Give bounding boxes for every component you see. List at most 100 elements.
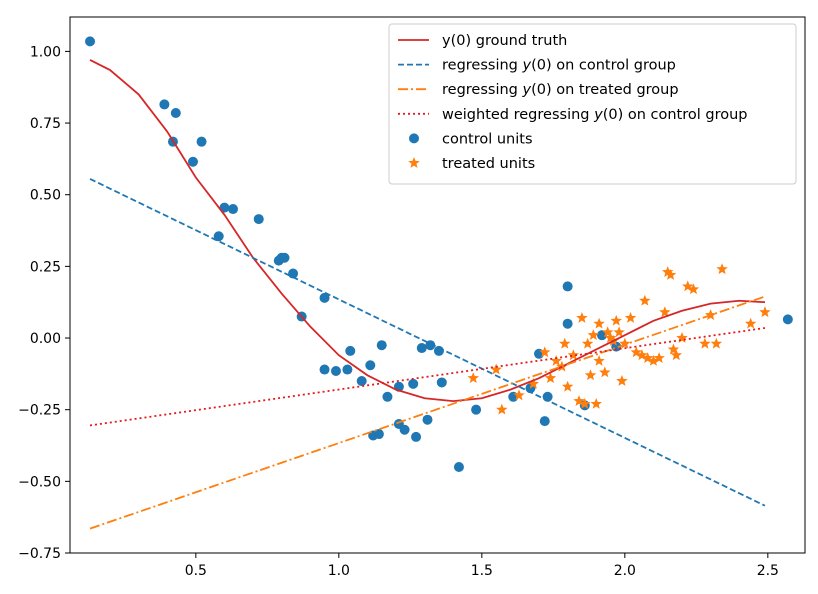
control-point xyxy=(159,99,170,110)
treated-point xyxy=(539,346,551,358)
control-point xyxy=(196,136,207,147)
y-tick-label: −0.25 xyxy=(18,403,61,419)
legend-label: regressing y(0) on treated group xyxy=(442,82,679,98)
legend-swatch xyxy=(409,133,419,144)
legend-label-suffix: (0) on treated group xyxy=(531,82,679,98)
treated-point xyxy=(490,363,502,375)
control-point xyxy=(408,378,419,389)
treated-point xyxy=(590,397,602,409)
control-point xyxy=(288,268,299,279)
control-point xyxy=(382,391,393,402)
treated-point xyxy=(527,377,540,389)
control-point xyxy=(562,281,573,292)
legend-entry: regressing y(0) on treated group xyxy=(398,82,679,98)
control-point xyxy=(228,204,239,215)
treated-point xyxy=(587,329,600,341)
treated-point xyxy=(579,397,591,409)
legend-label-text: weighted regressing xyxy=(442,107,594,123)
legend-label-suffix: (0) on control group xyxy=(531,58,676,74)
treated-point xyxy=(636,349,648,361)
control-point xyxy=(425,340,436,351)
control-point xyxy=(345,345,356,356)
series-line-1 xyxy=(89,178,766,507)
control-point xyxy=(411,431,422,442)
legend-label-text: regressing xyxy=(442,82,522,98)
treated-point xyxy=(593,317,605,329)
control-point xyxy=(539,416,550,427)
treated-point xyxy=(619,337,631,349)
legend-label-text: regressing xyxy=(442,58,522,74)
treated-point xyxy=(576,311,588,323)
treated-point xyxy=(601,326,614,338)
control-point xyxy=(436,377,447,388)
control-point xyxy=(373,429,384,440)
control-point xyxy=(422,414,433,425)
treated-point xyxy=(642,352,654,363)
x-tick-label: 2.0 xyxy=(614,563,636,579)
treated-point xyxy=(550,354,562,366)
y-tick-label: 1.00 xyxy=(30,44,61,60)
treated-point xyxy=(513,389,525,401)
treated-point xyxy=(682,280,694,292)
axes-layer: 0.5 1.0 1.5 2.0 2.5 −0.75 −0.50 −0.25 0.00 0.25 0.… xyxy=(18,44,779,579)
control-point xyxy=(596,330,607,341)
x-tick-label: 0.5 xyxy=(185,563,207,579)
treated-point xyxy=(630,346,642,358)
x-tick-label: 2.5 xyxy=(757,563,779,579)
control-point xyxy=(330,365,341,376)
treated-point xyxy=(716,263,728,275)
treated-point xyxy=(581,337,594,349)
treated-point xyxy=(613,326,625,338)
treated-point xyxy=(593,354,605,366)
series-line-2 xyxy=(89,295,766,530)
treated-point xyxy=(544,372,557,384)
control-point xyxy=(279,252,290,263)
control-point xyxy=(85,36,96,47)
control-point xyxy=(453,462,464,473)
legend-box xyxy=(388,23,797,185)
y-tick-label: 0.75 xyxy=(30,116,61,132)
treated-point xyxy=(676,332,688,343)
legend-label: control units xyxy=(442,131,533,147)
y-tick-label: −0.75 xyxy=(18,546,61,562)
treated-point xyxy=(667,343,680,355)
treated-point xyxy=(624,311,637,323)
treated-point xyxy=(559,337,571,349)
legend-swatch xyxy=(408,157,420,168)
treated-point xyxy=(710,337,723,349)
legend-entry: regressing y(0) on control group xyxy=(398,58,676,74)
legend-label-var: y xyxy=(521,82,531,98)
control-point xyxy=(365,360,376,371)
treated-point xyxy=(744,317,757,329)
legend-label: regressing y(0) on control group xyxy=(442,58,676,74)
series-line xyxy=(89,178,766,507)
legend-label-suffix: (0) ground truth xyxy=(451,33,568,49)
treated-point xyxy=(662,266,674,277)
treated-point xyxy=(687,283,700,295)
y-tick-label: 0.25 xyxy=(30,259,61,275)
control-point xyxy=(187,156,198,167)
y-tick-label: 0.00 xyxy=(30,331,61,347)
legend-label-text: control units xyxy=(442,131,533,147)
legend-label-var: y xyxy=(521,58,531,74)
control-point xyxy=(319,292,330,303)
control-point xyxy=(562,318,573,329)
series-line xyxy=(89,295,766,530)
control-point xyxy=(782,314,793,325)
series-layer xyxy=(85,36,793,530)
x-tick-label: 1.0 xyxy=(328,563,350,579)
legend-entry: treated units xyxy=(408,156,535,172)
treated-point xyxy=(584,369,597,381)
series-line xyxy=(89,59,766,402)
treated-point xyxy=(659,306,671,318)
treated-point xyxy=(670,349,683,361)
treated-point xyxy=(610,314,622,326)
series-line xyxy=(89,327,766,427)
legend-label: y(0) ground truth xyxy=(442,33,567,49)
treated-point xyxy=(639,294,651,306)
treated-point xyxy=(759,306,771,318)
control-point xyxy=(376,340,387,351)
